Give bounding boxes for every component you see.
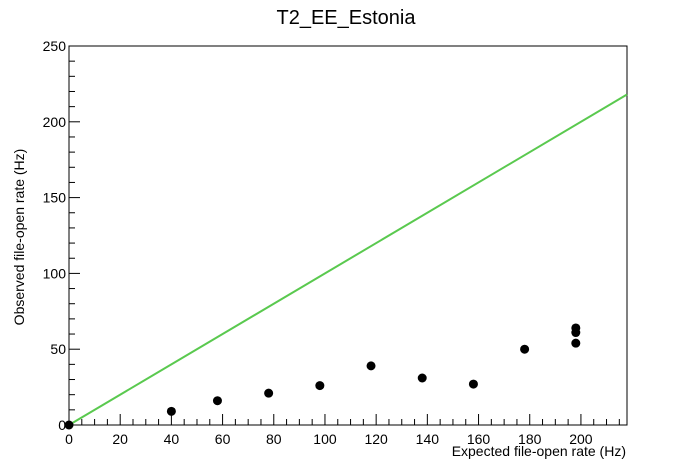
y-axis-ticks: 0 50 100 150 200 250 <box>43 38 80 433</box>
y-tick-label: 0 <box>58 417 66 433</box>
reference-line-group <box>68 93 628 426</box>
y-tick-label: 250 <box>43 38 67 54</box>
y-tick-label: 50 <box>50 341 66 357</box>
x-tick-label: 160 <box>467 431 491 447</box>
data-point <box>571 323 581 333</box>
plot-border <box>68 45 628 426</box>
x-axis-ticks: 0 20 40 60 80 100 120 140 160 180 200 <box>65 414 620 447</box>
data-point <box>417 373 427 383</box>
data-point <box>212 396 222 406</box>
y-tick-label: 100 <box>43 265 67 281</box>
y-tick-label: 200 <box>43 114 67 130</box>
chart-title: T2_EE_Estonia <box>277 7 417 29</box>
reference-line <box>68 93 628 426</box>
x-tick-label: 40 <box>164 431 180 447</box>
x-tick-label: 200 <box>569 431 593 447</box>
data-point <box>315 381 325 391</box>
data-point <box>520 344 530 354</box>
data-point <box>264 388 274 398</box>
data-point <box>468 379 478 389</box>
x-tick-label: 140 <box>416 431 440 447</box>
x-tick-label: 0 <box>65 431 73 447</box>
data-point <box>571 338 581 348</box>
x-tick-label: 120 <box>364 431 388 447</box>
x-tick-label: 100 <box>313 431 337 447</box>
x-tick-label: 80 <box>266 431 282 447</box>
y-axis-title: Observed file-open rate (Hz) <box>11 149 27 326</box>
x-tick-label: 60 <box>215 431 231 447</box>
data-point <box>366 361 376 371</box>
x-tick-label: 20 <box>112 431 128 447</box>
plot-frame <box>68 45 628 426</box>
y-tick-label: 150 <box>43 190 67 206</box>
x-axis-title: Expected file-open rate (Hz) <box>452 443 626 459</box>
data-points <box>64 323 581 430</box>
data-point <box>166 406 176 416</box>
x-tick-label: 180 <box>518 431 542 447</box>
